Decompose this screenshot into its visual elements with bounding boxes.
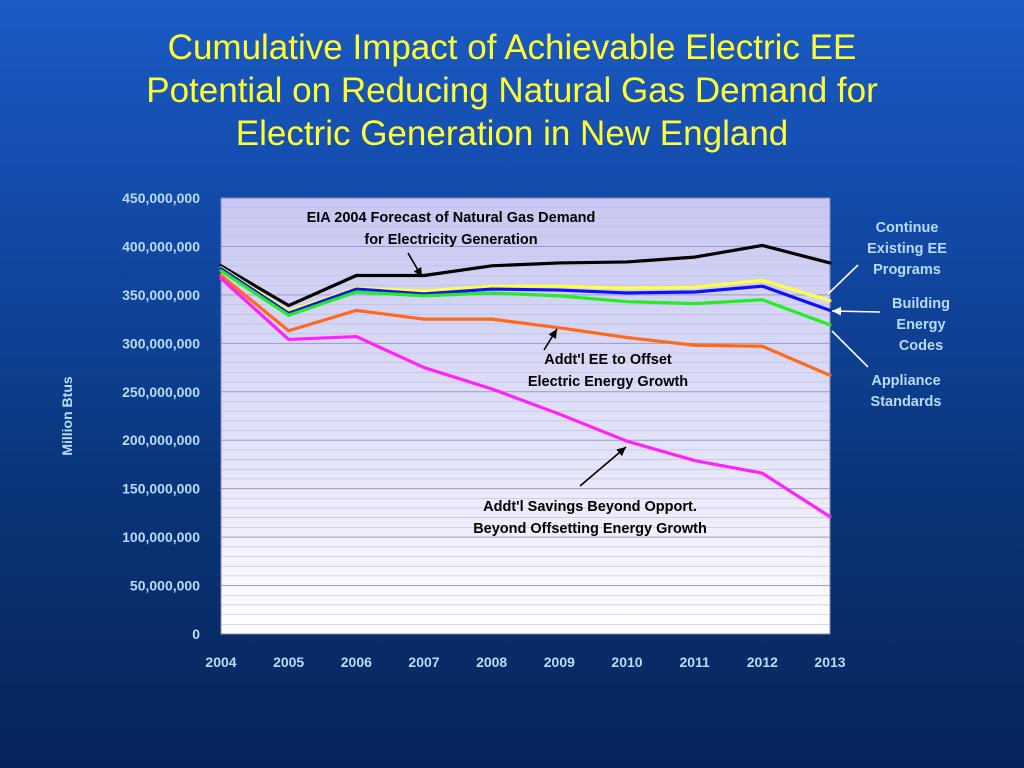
legend-label-existing-programs: Continue Existing EE Programs	[867, 220, 947, 278]
series-line	[219, 267, 832, 315]
series-line	[219, 276, 832, 519]
y-tick-label: 200,000,000	[122, 432, 200, 448]
gridlines	[220, 197, 831, 635]
arrow-head	[413, 267, 422, 277]
y-axis-label: Million Btus	[59, 376, 75, 456]
x-tick-label: 2008	[476, 654, 507, 670]
x-tick-label: 2009	[544, 654, 575, 670]
y-tick-label: 250,000,000	[122, 384, 200, 400]
series-line	[219, 269, 832, 327]
annotation-arrows	[407, 252, 881, 487]
annotation-additional-savings: Addt'l Savings Beyond Opport. Beyond Off…	[473, 499, 707, 537]
x-tick-label: 2005	[273, 654, 304, 670]
x-tick-label: 2012	[747, 654, 778, 670]
x-tick-label: 2011	[679, 654, 710, 670]
arrow-line	[827, 264, 859, 295]
y-tick-label: 450,000,000	[122, 190, 200, 206]
legend-label-building-codes: Building Energy Codes	[892, 296, 950, 354]
series-line	[219, 273, 832, 377]
arrow-head	[548, 329, 557, 339]
y-tick-label: 300,000,000	[122, 335, 200, 351]
y-tick-label: 50,000,000	[130, 578, 200, 594]
legend-label-appliance-standards: Appliance Standards	[870, 373, 942, 410]
series-lines	[219, 243, 832, 519]
y-tick-label: 0	[192, 626, 200, 642]
y-tick-label: 350,000,000	[122, 287, 200, 303]
x-tick-label: 2013	[814, 654, 845, 670]
y-tick-label: 400,000,000	[122, 238, 200, 254]
chart-title: Cumulative Impact of Achievable Electric…	[146, 28, 878, 153]
arrow-line	[831, 330, 869, 368]
plot-frame	[220, 197, 831, 635]
y-axis: 0 50,000,000 100,000,000 150,000,000 200,000…	[122, 190, 200, 642]
series-line	[219, 243, 832, 308]
y-tick-label: 150,000,000	[122, 481, 200, 497]
y-tick-label: 100,000,000	[122, 529, 200, 545]
x-tick-label: 2010	[611, 654, 642, 670]
arrow-head	[832, 306, 842, 316]
x-tick-label: 2007	[408, 654, 439, 670]
x-tick-label: 2004	[205, 654, 236, 670]
annotation-offset-growth: Addt'l EE to Offset Electric Energy Grow…	[527, 352, 689, 390]
x-axis: 2004 2005 2006 2007 2008 2009 2010 2011 2012 2013	[205, 654, 845, 670]
arrow-line	[579, 446, 627, 487]
arrow-head	[616, 447, 626, 457]
plot-area	[221, 198, 830, 634]
x-tick-label: 2006	[341, 654, 372, 670]
annotation-eia-forecast: EIA 2004 Forecast of Natural Gas Demand …	[306, 210, 596, 248]
